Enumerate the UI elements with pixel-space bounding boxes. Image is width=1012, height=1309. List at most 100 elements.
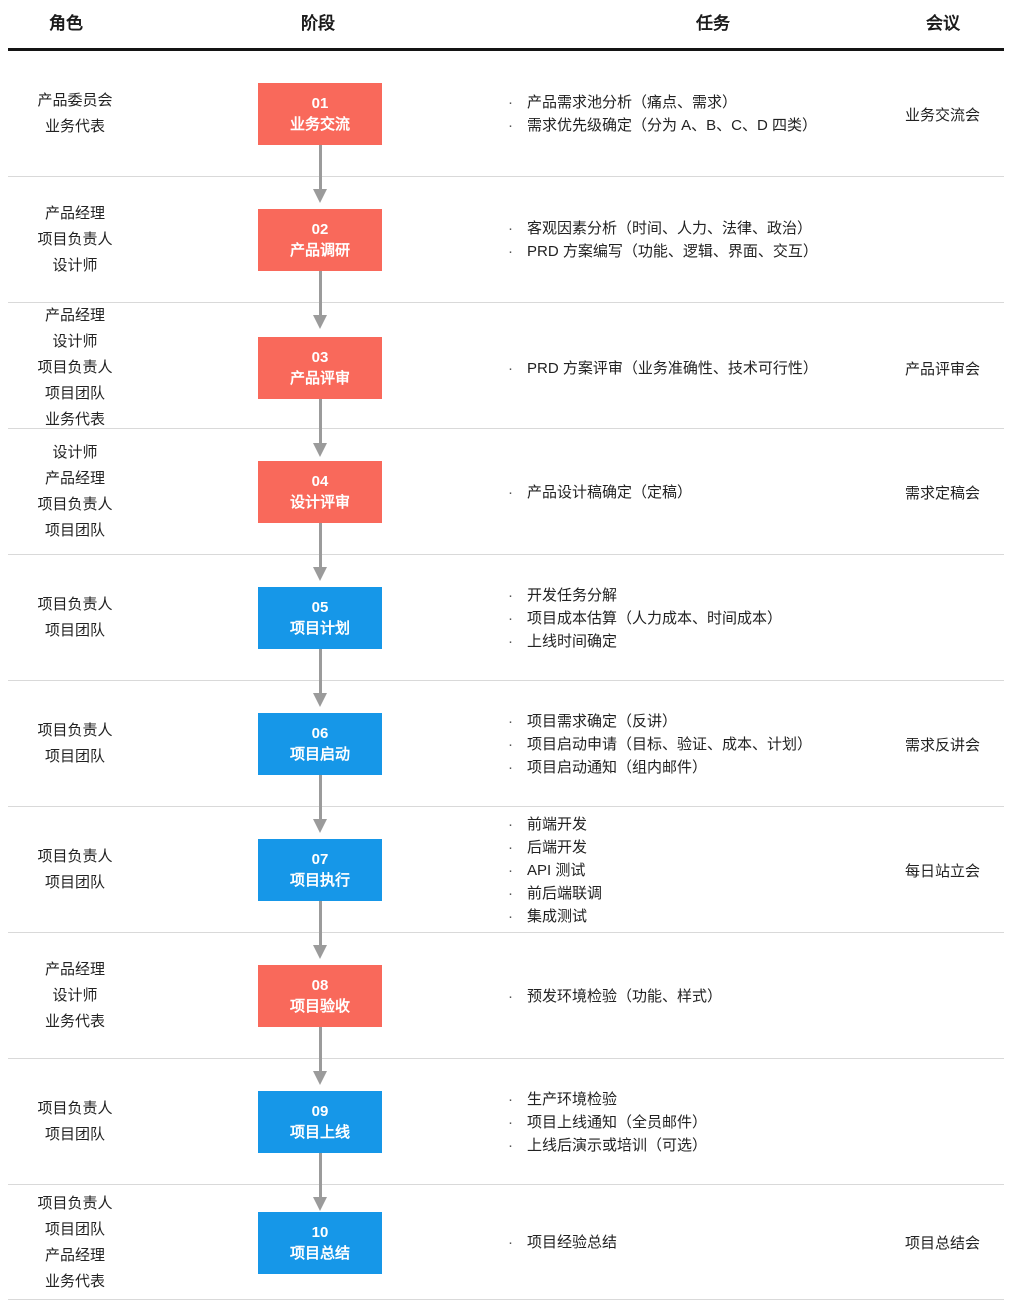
task-item: · 产品需求池分析（痛点、需求） [508,91,737,114]
task-item: · 前端开发 [508,813,587,836]
stage-name: 项目验收 [289,998,350,1015]
task-text: 集成测试 [527,907,588,925]
stage-box: 01 业务交流 [258,83,382,145]
arrow-head [313,1071,327,1085]
task-text: 项目启动申请（目标、验证、成本、计划） [527,735,813,753]
task-text: 项目需求确定（反讲） [527,712,678,730]
table-header: 角色 阶段 任务 会议 [0,0,1012,51]
stage-cell: 08 项目验收 [150,933,490,1085]
task-bullet: · [508,220,513,237]
stage-name: 项目上线 [289,1124,350,1141]
task-item: · 项目启动申请（目标、验证、成本、计划） [508,733,812,756]
roles-cell: 产品经理 设计师 项目负责人 项目团队 业务代表 [0,303,150,433]
roles-cell: 产品经理设计师业务代表 [0,933,150,1059]
role-line: 产品经理 [44,961,105,978]
arrow-stem [318,399,322,443]
tasks-cell: · 开发任务分解 · 项目成本估算（人力成本、时间成本） · 上线时间确定 [490,555,873,681]
role-line: 项目团队 [44,748,105,765]
workflow-row: 项目负责人 项目团队 09 项目上线 · 生产环境检验 · 项目上线通知（全员邮件） · 上… [0,1059,1012,1211]
task-bullet: · [508,94,513,111]
workflow-row: 设计师 产品经理 项目负责人 项目团队 04 设计评审 · 产品设计稿确定（定稿） 需求… [0,429,1012,581]
column-header-roles: 角色 [49,14,83,33]
arrow-down-icon [313,145,327,203]
meeting-cell: 每日站立会 [873,807,1012,933]
arrow-down-icon [313,649,327,707]
workflow-row: 项目负责人 项目团队 07 项目执行 · 前端开发 · 后端开发 · API 测试 · 前后端联… [0,807,1012,959]
task-text: PRD 方案编写（功能、逻辑、界面、交互） [527,243,818,260]
task-text: 生产环境检验 [527,1090,618,1108]
task-item: · API 测试 [508,859,585,882]
task-item: · 项目需求确定（反讲） [508,710,677,733]
tasks-cell: · 客观因素分析（时间、人力、法律、政治） · PRD 方案编写（功能、逻辑、界面、交… [490,177,873,303]
tasks-cell: · 项目需求确定（反讲） · 项目启动申请（目标、验证、成本、计划） · 项目启动通知（组… [490,681,873,807]
tasks-cell: · 项目经验总结 [490,1185,873,1300]
task-text: 前端开发 [527,815,588,833]
roles-cell: 项目负责人 项目团队 产品经理 业务代表 [0,1185,150,1300]
task-bullet: · [508,483,513,501]
stage-box: 07 项目执行 [258,839,382,901]
roles-cell: 设计师 产品经理 项目负责人 项目团队 [0,429,150,555]
column-header-stage: 阶段 [301,14,335,33]
stage-cell: 10 项目总结 [150,1185,490,1300]
task-item: · 上线时间确定 [508,630,617,653]
stage-name: 项目执行 [289,872,350,889]
task-item: · PRD 方案编写（功能、逻辑、界面、交互） [508,240,818,263]
tasks-cell: · PRD 方案评审（业务准确性、技术可行性） [490,303,873,433]
meeting-label: 需求定稿会 [904,484,980,502]
meeting-cell: 需求反讲会 [873,681,1012,807]
arrow-down-icon [313,775,327,833]
stage-cell: 01 业务交流 [150,51,490,203]
role-line: 业务代表 [44,411,105,428]
meeting-label: 需求反讲会 [904,736,980,754]
stage-cell: 06 项目启动 [150,681,490,833]
task-text: 项目成本估算（人力成本、时间成本） [527,609,783,627]
role-line: 项目团队 [44,622,105,639]
task-text: 客观因素分析（时间、人力、法律、政治） [527,220,813,237]
task-bullet: · [508,1113,513,1131]
stage-number: 03 [311,349,329,366]
task-text: 上线时间确定 [527,632,618,650]
arrow-stem [318,271,322,315]
arrow-head [313,1197,327,1211]
stage-box: 05 项目计划 [258,587,382,649]
arrow-head [313,819,327,833]
stage-cell: 05 项目计划 [150,555,490,707]
task-text: 上线后演示或培训（可选） [527,1136,708,1154]
tasks-cell: · 前端开发 · 后端开发 · API 测试 · 前后端联调 · 集成测试 [490,807,873,933]
arrow-head [313,567,327,581]
role-line: 设计师 [52,987,98,1004]
task-text: 后端开发 [527,838,588,856]
arrow-stem [318,523,322,567]
task-bullet: · [508,758,513,776]
stage-number: 09 [311,1103,329,1120]
stage-cell: 07 项目执行 [150,807,490,959]
meeting-cell: 需求定稿会 [873,429,1012,555]
arrow-stem [318,649,322,693]
task-bullet: · [508,815,513,833]
task-text: PRD 方案评审（业务准确性、技术可行性） [527,359,818,377]
tasks-cell: · 预发环境检验（功能、样式） [490,933,873,1059]
stage-name: 项目总结 [289,1244,350,1262]
task-text: 开发任务分解 [527,586,618,604]
task-bullet: · [508,609,513,627]
role-line: 项目团队 [44,874,105,891]
stage-box: 06 项目启动 [258,713,382,775]
stage-box: 08 项目验收 [258,965,382,1027]
role-line: 业务代表 [44,1013,105,1030]
task-text: 需求优先级确定（分为 A、B、C、D 四类） [527,117,818,134]
role-line: 项目负责人 [37,722,113,739]
arrow-down-icon [313,399,327,457]
role-line: 项目团队 [44,1126,105,1143]
stage-cell: 09 项目上线 [150,1059,490,1211]
task-bullet: · [508,838,513,856]
stage-box: 02 产品调研 [258,209,382,271]
meeting-cell [873,933,1012,1059]
stage-number: 05 [311,599,329,616]
arrow-head [313,945,327,959]
task-bullet: · [508,117,513,134]
workflow-row: 项目负责人 项目团队 产品经理 业务代表 10 项目总结 · 项目经验总结 项目总结会 [0,1185,1012,1300]
task-item: · 集成测试 [508,905,587,928]
roles-cell: 产品委员会 业务代表 [0,51,150,177]
role-line: 设计师 [52,333,98,350]
